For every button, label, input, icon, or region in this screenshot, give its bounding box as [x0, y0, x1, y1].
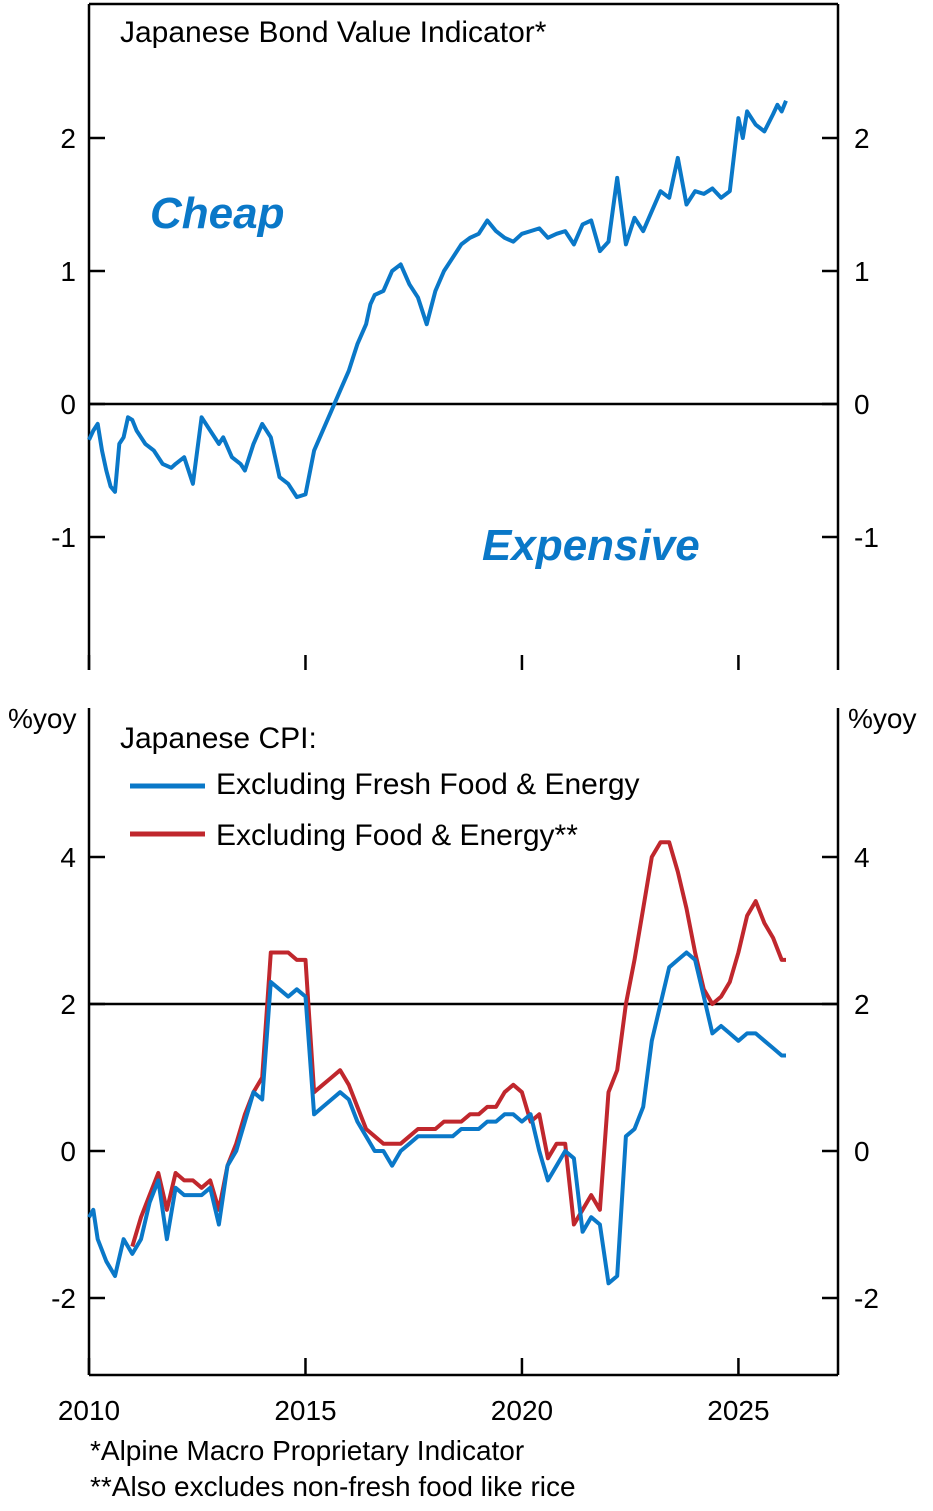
top-left-tick-label: 2 — [60, 123, 76, 154]
top-left-tick-label: 1 — [60, 256, 76, 287]
top-right-tick-label: -1 — [854, 522, 879, 553]
top-right-tick-label: 0 — [854, 389, 870, 420]
x-tick-label: 2015 — [274, 1395, 336, 1426]
legend-title: Japanese CPI: — [120, 722, 317, 755]
footnote-2: **Also excludes non-fresh food like rice — [90, 1471, 576, 1502]
bond-value-series-line — [87, 100, 788, 500]
bottom-left-tick-label: 0 — [60, 1136, 76, 1167]
bottom-left-tick-label: 2 — [60, 989, 76, 1020]
legend-label-ex-food: Excluding Food & Energy** — [216, 819, 578, 852]
top-left-tick-label: -1 — [51, 522, 76, 553]
cpi-panel: -2 -2 0 0 2 2 4 4 2010 2015 2020 2025 %yoy %yoy Ja… — [8, 655, 916, 1426]
cpi-ex-fresh-food-energy-line — [87, 950, 786, 1286]
x-tick-label: 2020 — [491, 1395, 553, 1426]
bottom-right-tick-label: 0 — [854, 1136, 870, 1167]
cpi-ex-food-energy-line — [130, 840, 786, 1248]
bond-value-panel: -1 -1 0 0 1 1 2 2 Japanese Bond Value Indicator… — [51, 2, 879, 670]
bottom-right-tick-label: 4 — [854, 842, 870, 873]
bottom-left-tick-label: 4 — [60, 842, 76, 873]
bottom-y-ticks: -2 -2 0 0 2 2 4 4 — [51, 842, 879, 1314]
y-unit-right: %yoy — [848, 703, 916, 734]
legend-label-ex-fresh: Excluding Fresh Food & Energy — [216, 768, 640, 801]
footnote-1: *Alpine Macro Proprietary Indicator — [90, 1435, 524, 1466]
bottom-left-tick-label: -2 — [51, 1283, 76, 1314]
top-right-tick-label: 1 — [854, 256, 870, 287]
top-y-ticks: -1 -1 0 0 1 1 2 2 — [51, 123, 879, 553]
bottom-right-tick-label: -2 — [854, 1283, 879, 1314]
y-unit-left: %yoy — [8, 703, 76, 734]
bottom-right-tick-label: 2 — [854, 989, 870, 1020]
x-axis-ticks: 2010 2015 2020 2025 — [58, 655, 770, 1426]
top-left-tick-label: 0 — [60, 389, 76, 420]
expensive-annotation: Expensive — [482, 521, 700, 570]
top-right-tick-label: 2 — [854, 123, 870, 154]
x-tick-label: 2010 — [58, 1395, 120, 1426]
cheap-annotation: Cheap — [150, 189, 284, 238]
top-chart-title: Japanese Bond Value Indicator* — [120, 16, 547, 49]
x-tick-label: 2025 — [707, 1395, 769, 1426]
